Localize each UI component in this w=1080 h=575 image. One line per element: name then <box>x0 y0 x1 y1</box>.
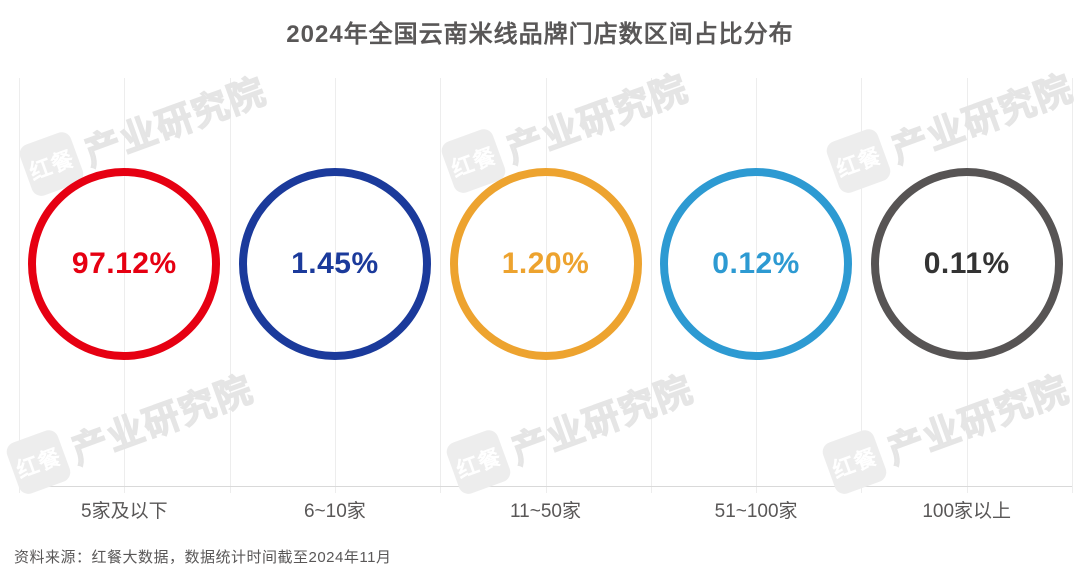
category-label: 5家及以下 <box>81 501 168 522</box>
category-circle-5: 0.11% <box>870 168 1063 360</box>
gridline <box>19 78 20 493</box>
watermark: 红餐 产业研究院 <box>3 359 260 497</box>
gridline <box>861 78 863 493</box>
watermark-text: 产业研究院 <box>505 367 699 472</box>
watermark: 红餐 产业研究院 <box>819 359 1076 497</box>
watermark: 红餐 产业研究院 <box>443 359 700 497</box>
hongcan-logo: 红餐 <box>823 126 894 196</box>
category-label: 100家以上 <box>922 501 1012 522</box>
category-circle-1: 97.12% <box>28 168 221 360</box>
percentage-value: 97.12% <box>71 247 177 280</box>
watermark-text: 产业研究院 <box>881 367 1075 472</box>
percentage-value: 0.12% <box>712 247 800 280</box>
watermark-text: 产业研究院 <box>500 66 694 171</box>
category-label: 11~50家 <box>510 501 581 522</box>
percentage-value: 0.11% <box>923 247 1010 280</box>
x-axis-line <box>19 486 1072 487</box>
watermark-text: 产业研究院 <box>78 69 272 174</box>
plot-area: 红餐 产业研究院 红餐 产业研究院 红餐 产业研究院 红餐 产业研究院 红餐 产业研究院 红餐 产业研… <box>3 66 1079 497</box>
gridline <box>1072 78 1073 493</box>
category-circle-3: 1.20% <box>449 168 642 360</box>
gridline <box>229 78 231 493</box>
gridline <box>440 78 442 493</box>
chart-title: 2024年全国云南米线品牌门店数区间占比分布 <box>286 21 794 48</box>
source-note: 资料来源：红餐大数据，数据统计时间截至2024年11月 <box>14 549 392 566</box>
category-label: 51~100家 <box>714 501 798 522</box>
percentage-value: 1.45% <box>291 247 379 280</box>
percentage-value: 1.20% <box>501 247 590 280</box>
category-circle-2: 1.45% <box>238 168 431 360</box>
watermark-text: 产业研究院 <box>885 66 1079 171</box>
category-circle-4: 0.12% <box>660 168 853 360</box>
category-label: 6~10家 <box>303 501 366 522</box>
gridline <box>650 78 652 493</box>
